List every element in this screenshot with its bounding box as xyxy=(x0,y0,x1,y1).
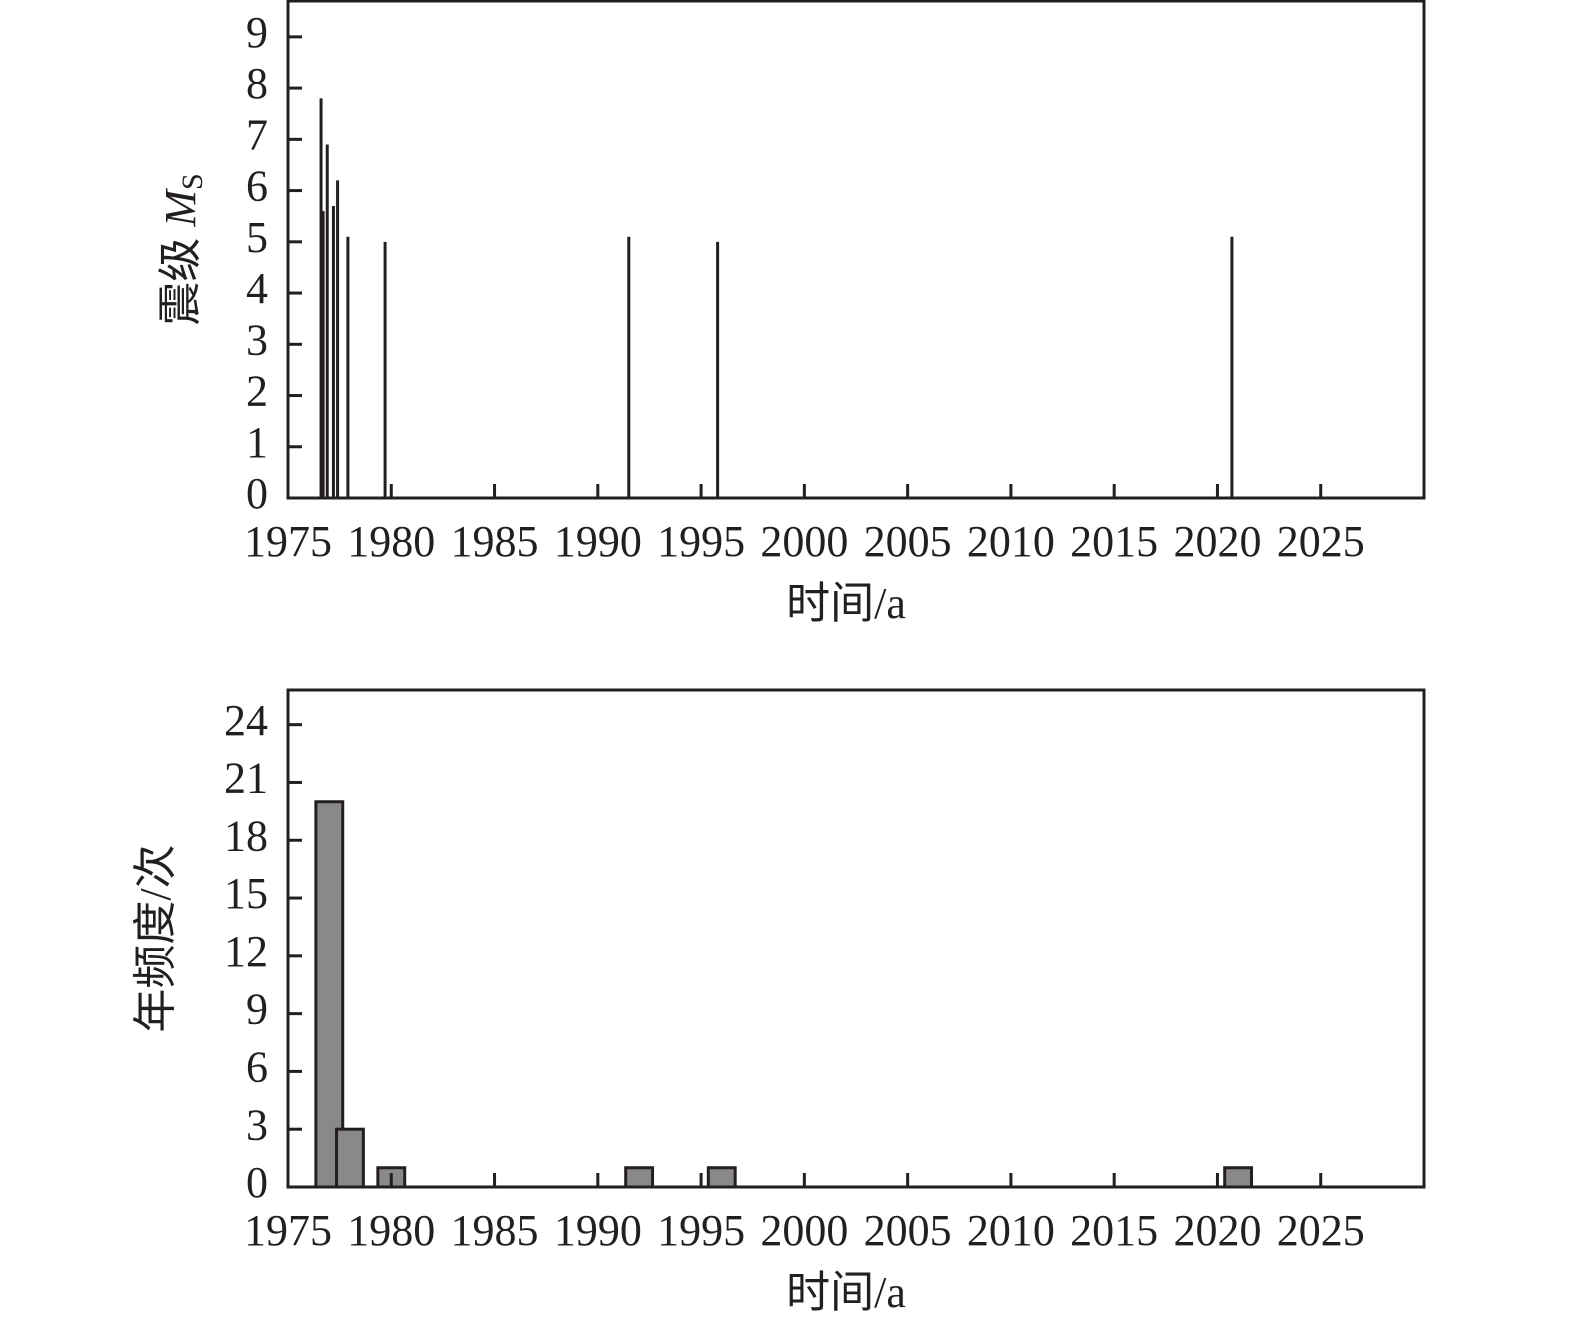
bar xyxy=(335,1127,365,1189)
x-tick-label: 2005 xyxy=(864,517,952,566)
x-tick-label: 1990 xyxy=(554,1206,642,1255)
x-tick-label: 2010 xyxy=(967,1206,1055,1255)
y-tick-label: 7 xyxy=(246,110,268,159)
x-tick-label: 1990 xyxy=(554,517,642,566)
y-tick-label: 9 xyxy=(246,985,268,1034)
y-axis-label-symbol: M xyxy=(156,188,205,228)
x-tick-label: 2010 xyxy=(967,517,1055,566)
y-tick-label: 15 xyxy=(224,869,268,918)
y-tick-label: 6 xyxy=(246,1043,268,1092)
x-axis-label: 时间/a xyxy=(786,1268,906,1317)
x-tick-label: 1985 xyxy=(451,1206,539,1255)
y-tick-label: 9 xyxy=(246,8,268,57)
bar xyxy=(706,1166,737,1189)
y-tick-label: 3 xyxy=(246,315,268,364)
x-tick-label: 1980 xyxy=(347,517,435,566)
x-tick-label: 2005 xyxy=(864,1206,952,1255)
x-tick-label: 2000 xyxy=(760,517,848,566)
y-tick-label: 8 xyxy=(246,59,268,108)
y-axis-label-text: 年频度/次 xyxy=(131,844,180,1032)
y-tick-label: 5 xyxy=(246,213,268,262)
x-tick-label: 2015 xyxy=(1070,517,1158,566)
plot-frame xyxy=(286,0,1426,500)
bar xyxy=(1223,1166,1254,1189)
y-axis-label-text: 震级 xyxy=(156,238,205,326)
x-tick-label: 1980 xyxy=(347,1206,435,1255)
subplot: 0 3 6 9 12 15 18 21 24 1975 1980 1985 1990 1995 2000 20… xyxy=(131,688,1426,1317)
y-axis-label: 震级 MS xyxy=(156,173,209,325)
y-tick-label: 3 xyxy=(246,1100,268,1149)
x-tick-label: 1985 xyxy=(451,517,539,566)
y-tick-label: 18 xyxy=(224,811,268,860)
y-tick-label: 12 xyxy=(224,927,268,976)
y-tick-label: 6 xyxy=(246,162,268,211)
y-tick-label: 1 xyxy=(246,418,268,467)
y-axis-label-subscript: S xyxy=(176,173,209,190)
x-tick-label: 2025 xyxy=(1277,517,1365,566)
x-tick-label: 1995 xyxy=(657,517,745,566)
x-tick-label: 2015 xyxy=(1070,1206,1158,1255)
y-tick-label: 24 xyxy=(224,696,268,745)
y-tick-label: 21 xyxy=(224,754,268,803)
y-tick-label: 4 xyxy=(246,264,268,313)
y-axis-label: 年频度/次 xyxy=(131,844,180,1032)
y-tick-label: 0 xyxy=(246,469,268,518)
x-tick-label: 1975 xyxy=(244,517,332,566)
x-tick-label: 1975 xyxy=(244,1206,332,1255)
x-tick-label: 2000 xyxy=(760,1206,848,1255)
plot-frame xyxy=(286,688,1426,1189)
x-tick-label: 2025 xyxy=(1277,1206,1365,1255)
y-tick-label: 0 xyxy=(246,1158,268,1207)
x-tick-label: 1995 xyxy=(657,1206,745,1255)
y-tick-label: 2 xyxy=(246,367,268,416)
x-tick-label: 2020 xyxy=(1173,517,1261,566)
bar xyxy=(624,1166,655,1189)
bar xyxy=(314,800,345,1189)
x-tick-label: 2020 xyxy=(1173,1206,1261,1255)
x-axis-label: 时间/a xyxy=(786,579,906,628)
